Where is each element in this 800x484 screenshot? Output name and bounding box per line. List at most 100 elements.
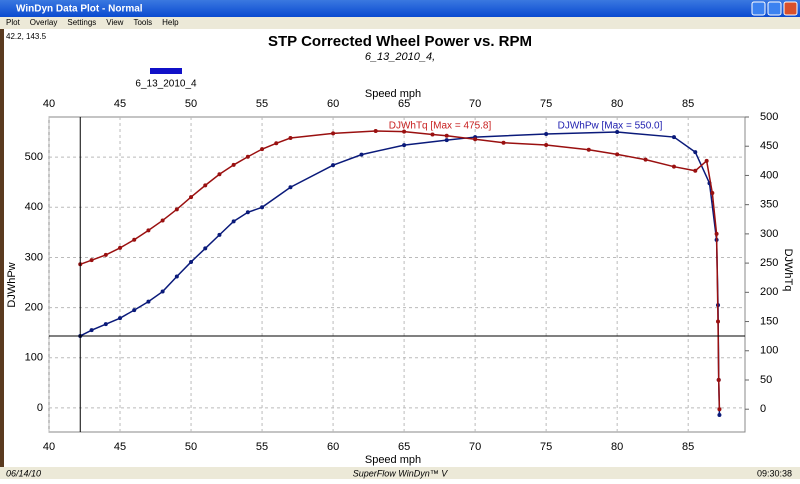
x-tick-label: 55 xyxy=(256,441,268,453)
status-time: 09:30:38 xyxy=(757,468,792,478)
title-bar xyxy=(0,0,800,17)
menu-item[interactable]: Settings xyxy=(67,18,96,27)
data-point xyxy=(671,135,676,140)
y2-tick-label: 200 xyxy=(760,286,778,298)
data-point xyxy=(132,308,137,313)
top-tick-label: 55 xyxy=(256,98,268,110)
data-point xyxy=(160,218,165,223)
window-title: WinDyn Data Plot - Normal xyxy=(16,4,143,15)
top-tick-label: 75 xyxy=(540,98,552,110)
data-point xyxy=(189,195,194,200)
maximize-button[interactable] xyxy=(767,1,782,16)
y2-tick-label: 300 xyxy=(760,228,778,240)
data-point xyxy=(174,207,179,212)
data-point xyxy=(693,150,698,155)
status-date: 06/14/10 xyxy=(6,468,41,478)
status-bar xyxy=(0,467,800,479)
data-point xyxy=(118,316,123,321)
chart-subtitle: 6_13_2010_4, xyxy=(365,51,435,63)
top-tick-label: 60 xyxy=(327,98,339,110)
data-point xyxy=(260,205,265,210)
data-point xyxy=(643,157,648,162)
menu-item[interactable]: Tools xyxy=(133,18,152,27)
menu-item[interactable]: Overlay xyxy=(30,18,58,27)
annotation: DJWhTq [Max = 475.8] xyxy=(389,121,492,132)
top-axis-label: Speed mph xyxy=(365,88,421,100)
data-point xyxy=(615,152,620,157)
chart-title: STP Corrected Wheel Power vs. RPM xyxy=(268,33,532,50)
data-point xyxy=(444,138,449,143)
y2-tick-label: 450 xyxy=(760,140,778,152)
x-tick-label: 85 xyxy=(682,441,694,453)
data-point xyxy=(716,319,721,324)
data-point xyxy=(203,183,208,188)
data-point xyxy=(245,154,250,159)
data-point xyxy=(217,232,222,237)
menu-item[interactable]: Plot xyxy=(6,18,21,27)
top-tick-label: 80 xyxy=(611,98,623,110)
y2-tick-label: 100 xyxy=(760,345,778,357)
x-tick-label: 75 xyxy=(540,441,552,453)
minimize-button[interactable] xyxy=(751,1,766,16)
y2-tick-label: 400 xyxy=(760,169,778,181)
top-tick-label: 50 xyxy=(185,98,197,110)
data-point xyxy=(189,259,194,264)
data-point xyxy=(586,147,591,152)
menu-bar xyxy=(0,17,800,29)
y-tick-label: 0 xyxy=(37,402,43,414)
y-tick-label: 100 xyxy=(25,352,43,364)
data-point xyxy=(373,129,378,134)
data-point xyxy=(160,289,165,294)
desktop-edge xyxy=(0,29,4,469)
data-point xyxy=(288,136,293,141)
y2-axis-label: DJWhTq xyxy=(782,249,794,292)
data-point xyxy=(89,258,94,263)
top-tick-label: 85 xyxy=(682,98,694,110)
cursor-readout: 42.2, 143.5 xyxy=(6,32,47,41)
data-point xyxy=(103,252,108,257)
annotation: DJWhPw [Max = 550.0] xyxy=(558,121,663,132)
y-axis-label: DJWhPw xyxy=(6,262,18,307)
data-point xyxy=(717,407,722,412)
top-tick-label: 40 xyxy=(43,98,55,110)
data-point xyxy=(260,147,265,152)
top-tick-label: 70 xyxy=(469,98,481,110)
y-tick-label: 500 xyxy=(25,151,43,163)
x-tick-label: 60 xyxy=(327,441,339,453)
close-button[interactable] xyxy=(783,1,798,16)
data-point xyxy=(714,231,719,236)
data-point xyxy=(704,158,709,163)
data-point xyxy=(402,143,407,148)
x-tick-label: 65 xyxy=(398,441,410,453)
data-point xyxy=(671,164,676,169)
data-point xyxy=(132,237,137,242)
x-tick-label: 40 xyxy=(43,441,55,453)
x-tick-label: 45 xyxy=(114,441,126,453)
data-point xyxy=(402,129,407,134)
data-point xyxy=(331,163,336,168)
legend-swatch xyxy=(150,68,182,74)
data-point xyxy=(710,190,715,195)
data-point xyxy=(203,246,208,251)
data-point xyxy=(231,162,236,167)
data-point xyxy=(217,172,222,177)
data-point xyxy=(544,132,549,137)
data-point xyxy=(146,299,151,304)
menu-item[interactable]: Help xyxy=(162,18,179,27)
x-tick-label: 50 xyxy=(185,441,197,453)
top-tick-label: 65 xyxy=(398,98,410,110)
data-point xyxy=(89,328,94,333)
data-point xyxy=(103,322,108,327)
data-point xyxy=(430,132,435,137)
y2-tick-label: 50 xyxy=(760,374,772,386)
data-point xyxy=(146,228,151,233)
x-tick-label: 80 xyxy=(611,441,623,453)
data-point xyxy=(231,219,236,224)
top-tick-label: 45 xyxy=(114,98,126,110)
data-point xyxy=(359,152,364,157)
menu-item[interactable]: View xyxy=(106,18,123,27)
y2-tick-label: 500 xyxy=(760,111,778,123)
data-point xyxy=(501,140,506,145)
data-point xyxy=(615,130,620,135)
data-point xyxy=(174,274,179,279)
